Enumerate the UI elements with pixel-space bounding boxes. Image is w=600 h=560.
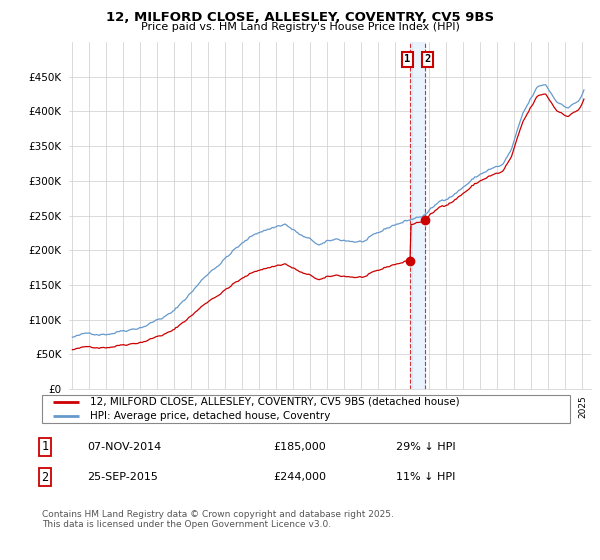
- Text: 2: 2: [41, 470, 49, 484]
- Text: 29% ↓ HPI: 29% ↓ HPI: [396, 442, 455, 452]
- Text: 12, MILFORD CLOSE, ALLESLEY, COVENTRY, CV5 9BS (detached house): 12, MILFORD CLOSE, ALLESLEY, COVENTRY, C…: [89, 397, 459, 407]
- Text: Contains HM Land Registry data © Crown copyright and database right 2025.
This d: Contains HM Land Registry data © Crown c…: [42, 510, 394, 529]
- Text: HPI: Average price, detached house, Coventry: HPI: Average price, detached house, Cove…: [89, 411, 330, 421]
- Text: 1: 1: [41, 440, 49, 454]
- Bar: [410, 42, 425, 389]
- Text: 2: 2: [424, 54, 431, 64]
- Text: Price paid vs. HM Land Registry's House Price Index (HPI): Price paid vs. HM Land Registry's House …: [140, 22, 460, 32]
- Text: £185,000: £185,000: [273, 442, 326, 452]
- Text: 1: 1: [404, 54, 410, 64]
- Text: 25-SEP-2015: 25-SEP-2015: [87, 472, 158, 482]
- Text: 11% ↓ HPI: 11% ↓ HPI: [396, 472, 455, 482]
- FancyBboxPatch shape: [42, 395, 570, 423]
- Text: £244,000: £244,000: [273, 472, 326, 482]
- Text: 12, MILFORD CLOSE, ALLESLEY, COVENTRY, CV5 9BS: 12, MILFORD CLOSE, ALLESLEY, COVENTRY, C…: [106, 11, 494, 24]
- Text: 07-NOV-2014: 07-NOV-2014: [87, 442, 161, 452]
